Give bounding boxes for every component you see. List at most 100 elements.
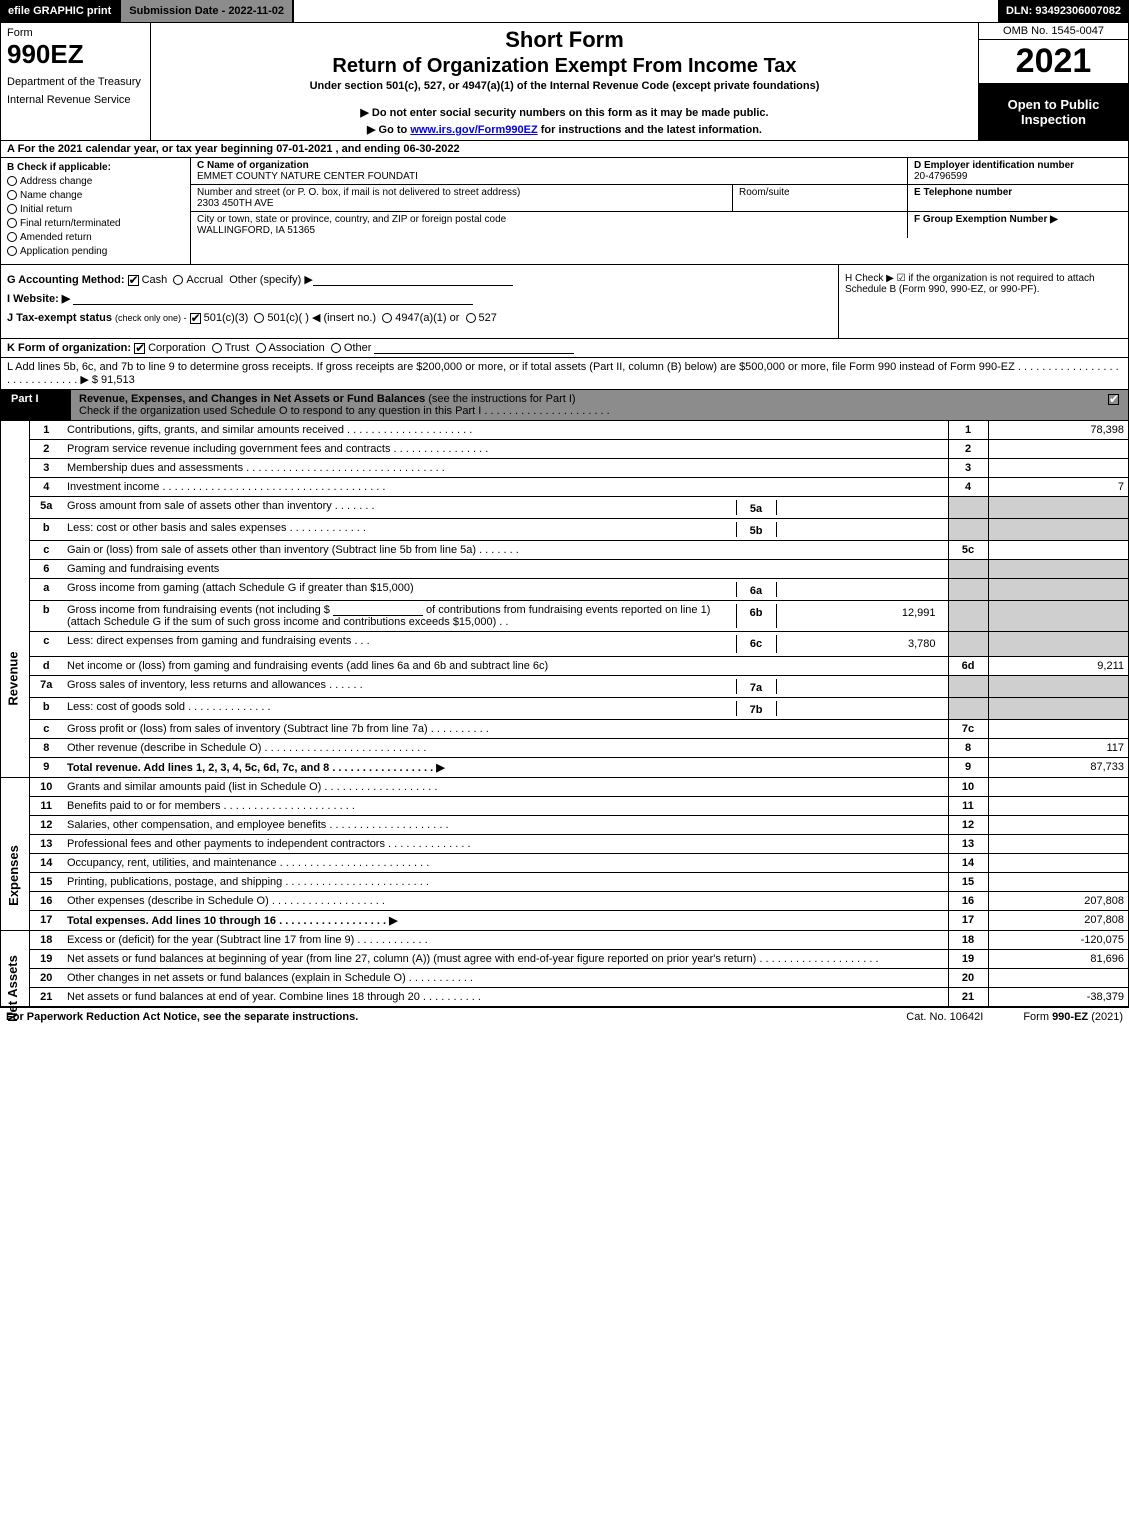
k-corp-label: Corporation bbox=[148, 342, 205, 354]
header-left: Form 990EZ Department of the Treasury In… bbox=[1, 23, 151, 140]
l7b-desc: Less: cost of goods sold . . . . . . . .… bbox=[67, 701, 736, 716]
l7b-desc-cell: Less: cost of goods sold . . . . . . . .… bbox=[63, 698, 948, 720]
l17-val: 207,808 bbox=[988, 911, 1128, 931]
h-text: H Check ▶ ☑ if the organization is not r… bbox=[845, 273, 1095, 295]
room-cell: Room/suite bbox=[733, 185, 908, 211]
l7a-val-shaded bbox=[988, 676, 1128, 698]
section-b-title: B Check if applicable: bbox=[7, 162, 184, 173]
j-small: (check only one) - bbox=[115, 313, 187, 323]
l5c-desc: Gain or (loss) from sale of assets other… bbox=[63, 541, 948, 560]
l7b-num: b bbox=[29, 698, 63, 720]
telephone-label: E Telephone number bbox=[914, 187, 1122, 198]
l6b-desc-cell: Gross income from fundraising events (no… bbox=[63, 601, 948, 632]
side-net-assets: Net Assets bbox=[1, 931, 29, 1007]
address-cell: Number and street (or P. O. box, if mail… bbox=[191, 185, 733, 211]
org-name-cell: C Name of organization EMMET COUNTY NATU… bbox=[191, 158, 908, 184]
l6a-box-shaded bbox=[948, 579, 988, 601]
l-text: L Add lines 5b, 6c, and 7b to line 9 to … bbox=[7, 361, 1119, 386]
l20-desc: Other changes in net assets or fund bala… bbox=[63, 969, 948, 988]
section-d: D Employer identification number 20-4796… bbox=[908, 158, 1128, 184]
part-i-title-bold: Revenue, Expenses, and Changes in Net As… bbox=[79, 393, 425, 405]
form-label: Form bbox=[7, 27, 144, 39]
k-label: K Form of organization: bbox=[7, 342, 131, 354]
k-other-radio[interactable] bbox=[331, 343, 341, 353]
g-other-input[interactable] bbox=[313, 274, 513, 286]
omb-number: OMB No. 1545-0047 bbox=[979, 23, 1128, 40]
chk-address-change[interactable]: Address change bbox=[7, 176, 184, 187]
l6b-ival: 12,991 bbox=[776, 604, 944, 628]
part-i-schedule-o-checkbox[interactable] bbox=[1108, 394, 1119, 405]
l6-desc: Gaming and fundraising events bbox=[63, 560, 948, 579]
l5b-desc-cell: Less: cost or other basis and sales expe… bbox=[63, 519, 948, 541]
l5a-ival bbox=[776, 500, 944, 515]
l21-num: 21 bbox=[29, 988, 63, 1007]
l7b-ibox: 7b bbox=[736, 701, 776, 716]
l5a-ibox: 5a bbox=[736, 500, 776, 515]
footer-left: For Paperwork Reduction Act Notice, see … bbox=[6, 1011, 866, 1023]
j-501c3-checkbox[interactable] bbox=[190, 313, 201, 324]
l2-val bbox=[988, 440, 1128, 459]
l7b-box-shaded bbox=[948, 698, 988, 720]
section-e: E Telephone number bbox=[908, 185, 1128, 211]
l17-desc-text: Total expenses. Add lines 10 through 16 … bbox=[67, 915, 398, 927]
j-527-radio[interactable] bbox=[466, 313, 476, 323]
chk-application-pending[interactable]: Application pending bbox=[7, 246, 184, 257]
website-input[interactable] bbox=[73, 293, 473, 305]
l15-desc: Printing, publications, postage, and shi… bbox=[63, 873, 948, 892]
line-7a: 7a Gross sales of inventory, less return… bbox=[1, 676, 1128, 698]
line-6a: a Gross income from gaming (attach Sched… bbox=[1, 579, 1128, 601]
line-18: Net Assets 18 Excess or (deficit) for th… bbox=[1, 931, 1128, 950]
l14-desc: Occupancy, rent, utilities, and maintena… bbox=[63, 854, 948, 873]
footer-right-prefix: Form bbox=[1023, 1011, 1052, 1023]
line-16: 16 Other expenses (describe in Schedule … bbox=[1, 892, 1128, 911]
line-6b: b Gross income from fundraising events (… bbox=[1, 601, 1128, 632]
l6a-ibox: 6a bbox=[736, 582, 776, 597]
l6b-amount-slot[interactable] bbox=[333, 604, 423, 616]
chk-final-return[interactable]: Final return/terminated bbox=[7, 218, 184, 229]
l19-val: 81,696 bbox=[988, 950, 1128, 969]
dln-label: DLN: 93492306007082 bbox=[998, 0, 1129, 22]
l17-num: 17 bbox=[29, 911, 63, 931]
city-cell: City or town, state or province, country… bbox=[191, 212, 908, 238]
l8-desc: Other revenue (describe in Schedule O) .… bbox=[63, 739, 948, 758]
l5a-desc: Gross amount from sale of assets other t… bbox=[67, 500, 736, 515]
chk-name-change[interactable]: Name change bbox=[7, 190, 184, 201]
line-4: 4 Investment income . . . . . . . . . . … bbox=[1, 478, 1128, 497]
j-501c3-label: 501(c)(3) bbox=[204, 312, 249, 324]
irs-link[interactable]: www.irs.gov/Form990EZ bbox=[410, 124, 537, 136]
l14-num: 14 bbox=[29, 854, 63, 873]
l3-val bbox=[988, 459, 1128, 478]
l13-val bbox=[988, 835, 1128, 854]
k-corp-checkbox[interactable] bbox=[134, 343, 145, 354]
goto-line: ▶ Go to www.irs.gov/Form990EZ for instru… bbox=[161, 123, 968, 136]
section-c-col: C Name of organization EMMET COUNTY NATU… bbox=[191, 158, 1128, 264]
l4-desc: Investment income . . . . . . . . . . . … bbox=[63, 478, 948, 497]
k-trust-radio[interactable] bbox=[212, 343, 222, 353]
l6-num: 6 bbox=[29, 560, 63, 579]
l6d-box: 6d bbox=[948, 657, 988, 676]
g-other-label: Other (specify) ▶ bbox=[229, 274, 313, 286]
chk-address-change-label: Address change bbox=[20, 176, 92, 187]
k-other-label: Other bbox=[344, 342, 372, 354]
g-cash-checkbox[interactable] bbox=[128, 275, 139, 286]
form-header: Form 990EZ Department of the Treasury In… bbox=[1, 23, 1128, 141]
l6d-num: d bbox=[29, 657, 63, 676]
chk-amended-return-label: Amended return bbox=[20, 232, 92, 243]
org-name-label: C Name of organization bbox=[197, 160, 901, 171]
l6a-ival bbox=[776, 582, 944, 597]
submission-date-label: Submission Date - 2022-11-02 bbox=[119, 0, 294, 22]
k-assoc-radio[interactable] bbox=[256, 343, 266, 353]
line-3: 3 Membership dues and assessments . . . … bbox=[1, 459, 1128, 478]
j-4947-radio[interactable] bbox=[382, 313, 392, 323]
l3-num: 3 bbox=[29, 459, 63, 478]
k-other-input[interactable] bbox=[374, 342, 574, 354]
j-501c-radio[interactable] bbox=[254, 313, 264, 323]
section-a: A For the 2021 calendar year, or tax yea… bbox=[1, 141, 1128, 158]
g-accrual-radio[interactable] bbox=[173, 275, 183, 285]
chk-amended-return[interactable]: Amended return bbox=[7, 232, 184, 243]
l5b-num: b bbox=[29, 519, 63, 541]
l14-val bbox=[988, 854, 1128, 873]
g-label: G Accounting Method: bbox=[7, 274, 125, 286]
chk-initial-return[interactable]: Initial return bbox=[7, 204, 184, 215]
j-label: J Tax-exempt status bbox=[7, 312, 112, 324]
